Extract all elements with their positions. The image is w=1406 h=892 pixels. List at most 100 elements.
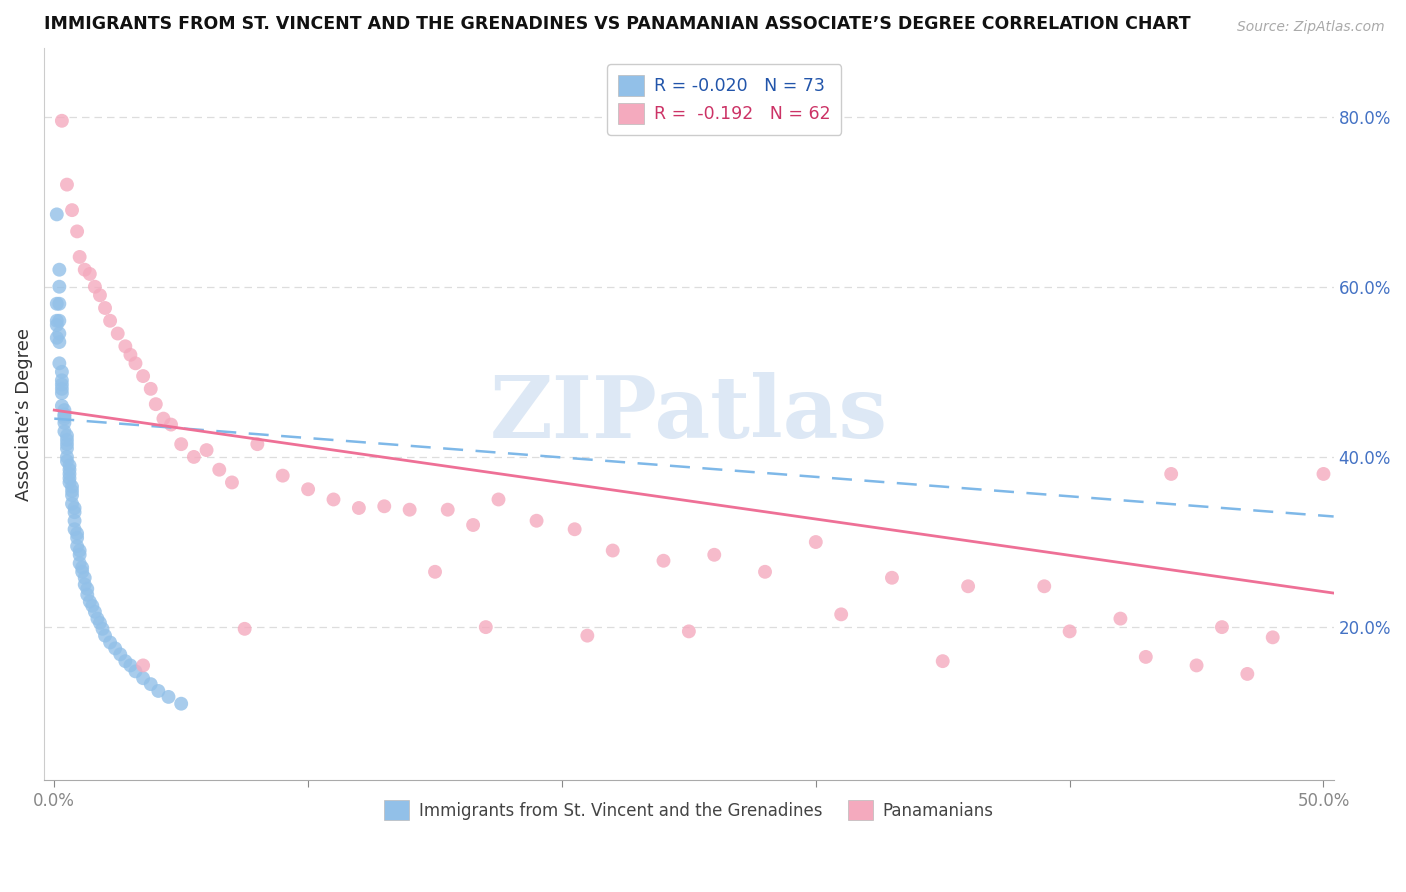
- Point: [73, 577, 96, 591]
- Point: [69, 548, 91, 562]
- Point: [1211, 620, 1233, 634]
- Point: [132, 671, 155, 685]
- Point: [69, 543, 91, 558]
- Point: [373, 500, 395, 514]
- Point: [957, 579, 980, 593]
- Point: [221, 475, 243, 490]
- Point: [931, 654, 953, 668]
- Point: [271, 468, 294, 483]
- Point: [45, 331, 67, 345]
- Point: [58, 475, 80, 490]
- Point: [45, 297, 67, 311]
- Point: [48, 279, 70, 293]
- Point: [60, 488, 83, 502]
- Point: [461, 518, 484, 533]
- Point: [48, 334, 70, 349]
- Point: [89, 615, 111, 630]
- Point: [157, 690, 180, 704]
- Point: [94, 629, 117, 643]
- Point: [60, 480, 83, 494]
- Point: [1160, 467, 1182, 481]
- Point: [233, 622, 256, 636]
- Point: [1033, 579, 1056, 593]
- Point: [576, 629, 599, 643]
- Point: [66, 539, 89, 553]
- Point: [53, 408, 76, 422]
- Point: [58, 463, 80, 477]
- Point: [208, 463, 231, 477]
- Point: [195, 443, 218, 458]
- Point: [53, 409, 76, 423]
- Point: [107, 326, 129, 341]
- Point: [880, 571, 903, 585]
- Point: [51, 377, 73, 392]
- Point: [1261, 630, 1284, 644]
- Point: [804, 535, 827, 549]
- Text: ZIPatlas: ZIPatlas: [489, 372, 887, 457]
- Point: [69, 250, 91, 264]
- Point: [56, 454, 79, 468]
- Point: [110, 648, 132, 662]
- Point: [60, 497, 83, 511]
- Point: [76, 582, 98, 596]
- Point: [754, 565, 776, 579]
- Point: [51, 365, 73, 379]
- Point: [91, 622, 114, 636]
- Point: [45, 207, 67, 221]
- Point: [51, 373, 73, 387]
- Point: [48, 326, 70, 341]
- Point: [86, 612, 108, 626]
- Point: [60, 203, 83, 218]
- Point: [148, 684, 170, 698]
- Point: [66, 526, 89, 541]
- Point: [297, 482, 319, 496]
- Point: [51, 386, 73, 401]
- Point: [436, 502, 458, 516]
- Point: [1109, 612, 1132, 626]
- Point: [48, 297, 70, 311]
- Point: [602, 543, 624, 558]
- Point: [526, 514, 548, 528]
- Point: [53, 425, 76, 439]
- Point: [48, 314, 70, 328]
- Point: [70, 565, 93, 579]
- Point: [564, 522, 586, 536]
- Point: [1185, 658, 1208, 673]
- Point: [132, 658, 155, 673]
- Point: [79, 594, 101, 608]
- Point: [120, 658, 142, 673]
- Point: [152, 411, 174, 425]
- Point: [73, 262, 96, 277]
- Point: [1312, 467, 1334, 481]
- Point: [70, 560, 93, 574]
- Point: [98, 314, 121, 328]
- Point: [830, 607, 852, 622]
- Point: [48, 262, 70, 277]
- Point: [56, 428, 79, 442]
- Point: [94, 301, 117, 315]
- Point: [69, 556, 91, 570]
- Point: [1135, 649, 1157, 664]
- Text: IMMIGRANTS FROM ST. VINCENT AND THE GRENADINES VS PANAMANIAN ASSOCIATE’S DEGREE : IMMIGRANTS FROM ST. VINCENT AND THE GREN…: [44, 15, 1191, 33]
- Point: [56, 437, 79, 451]
- Point: [114, 339, 136, 353]
- Point: [58, 458, 80, 473]
- Point: [170, 697, 193, 711]
- Point: [98, 635, 121, 649]
- Point: [56, 442, 79, 456]
- Point: [56, 178, 79, 192]
- Point: [183, 450, 205, 464]
- Point: [246, 437, 269, 451]
- Point: [124, 356, 146, 370]
- Point: [322, 492, 344, 507]
- Point: [678, 624, 700, 639]
- Point: [45, 318, 67, 332]
- Point: [79, 267, 101, 281]
- Point: [48, 356, 70, 370]
- Point: [652, 554, 675, 568]
- Point: [120, 348, 142, 362]
- Point: [89, 288, 111, 302]
- Point: [82, 599, 104, 613]
- Point: [60, 483, 83, 498]
- Point: [66, 224, 89, 238]
